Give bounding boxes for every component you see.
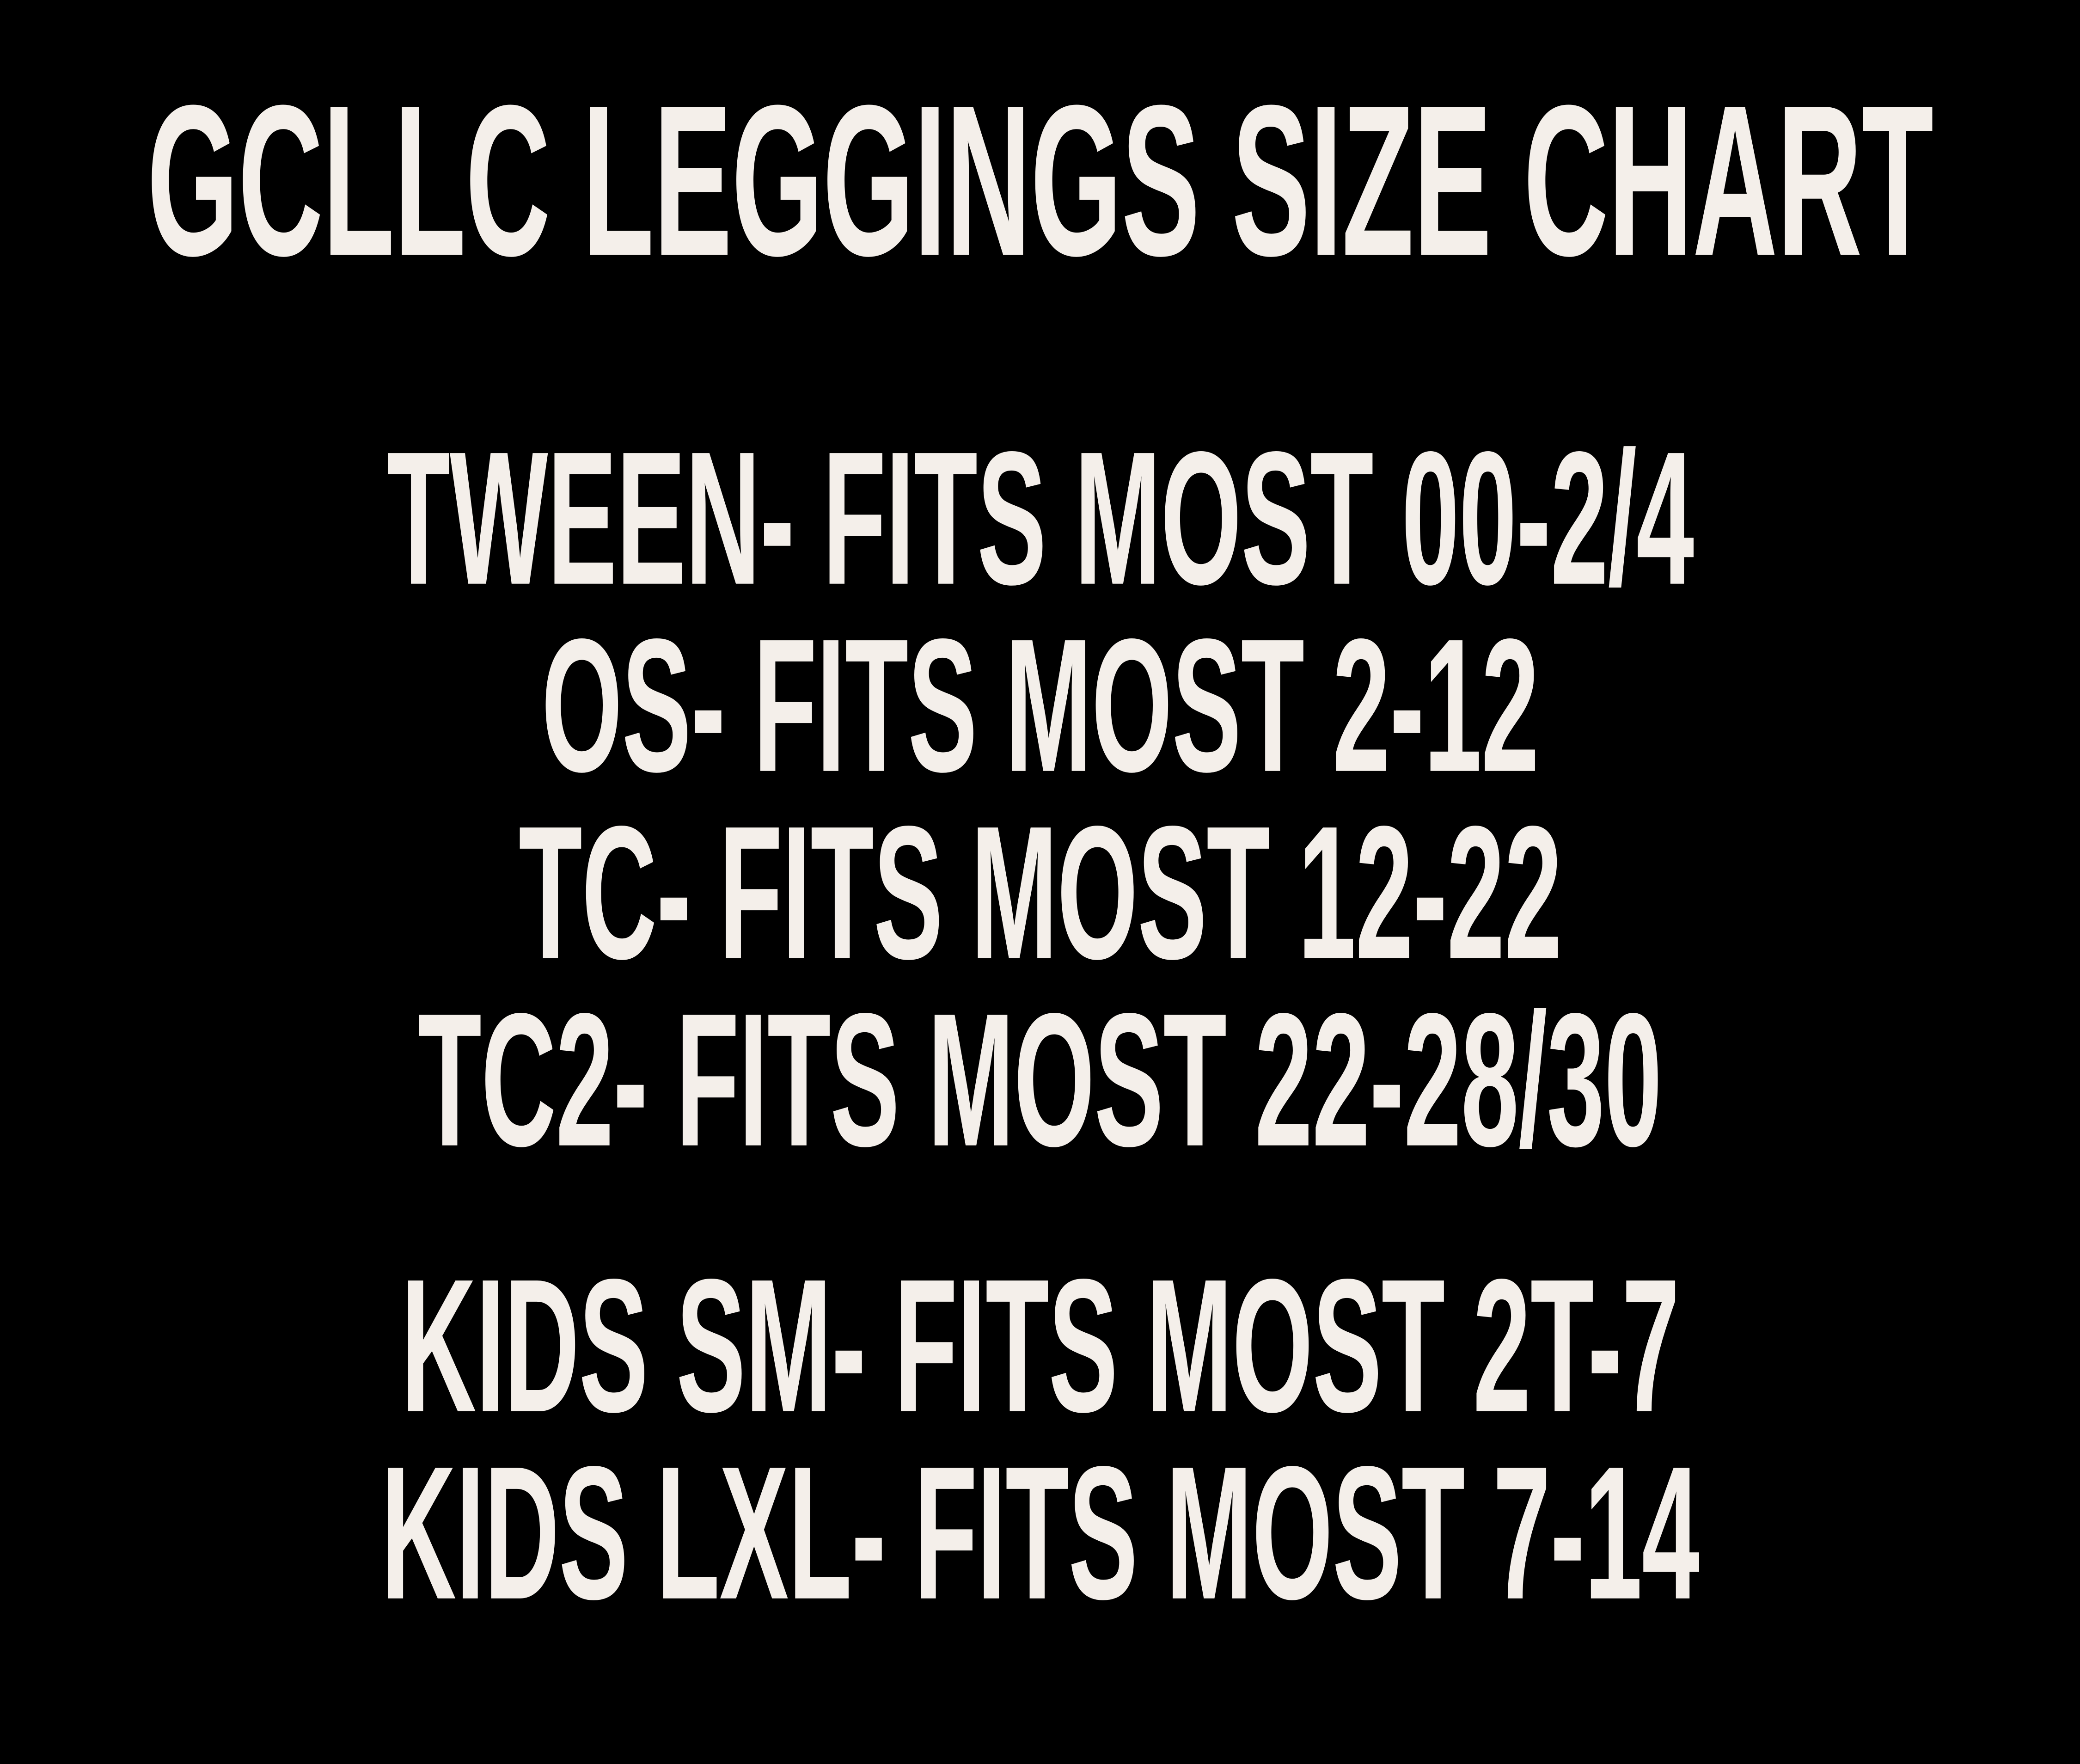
- size-row: OS- FITS MOST 2-12: [453, 600, 1627, 812]
- adult-sizes-group: TWEEN- FITS MOST 00-2/4 OS- FITS MOST 2-…: [271, 412, 1809, 1186]
- poster-title: GCLLC LEGGINGS SIZE CHART: [147, 60, 1933, 301]
- size-row: TWEEN- FITS MOST 00-2/4: [271, 412, 1809, 625]
- size-row-text-os: OS- FITS MOST 2-12: [541, 600, 1539, 812]
- size-row-text-tween: TWEEN- FITS MOST 00-2/4: [386, 412, 1694, 625]
- size-row: KIDS SM- FITS MOST 2T-7: [288, 1240, 1792, 1452]
- size-row-text-tc: TC- FITS MOST 12-22: [518, 787, 1562, 999]
- size-row: TC- FITS MOST 12-22: [427, 787, 1654, 999]
- size-row-text-kids-lxl: KIDS LXL- FITS MOST 7-14: [381, 1427, 1700, 1640]
- size-row: KIDS LXL- FITS MOST 7-14: [265, 1427, 1816, 1639]
- kids-sizes-group: KIDS SM- FITS MOST 2T-7 KIDS LXL- FITS M…: [265, 1240, 1816, 1639]
- size-row-text-tc2: TC2- FITS MOST 22-28/30: [418, 974, 1662, 1187]
- size-row: TC2- FITS MOST 22-28/30: [308, 974, 1771, 1186]
- poster-title-container: GCLLC LEGGINGS SIZE CHART: [0, 51, 2080, 310]
- size-row-text-kids-sm: KIDS SM- FITS MOST 2T-7: [401, 1240, 1680, 1452]
